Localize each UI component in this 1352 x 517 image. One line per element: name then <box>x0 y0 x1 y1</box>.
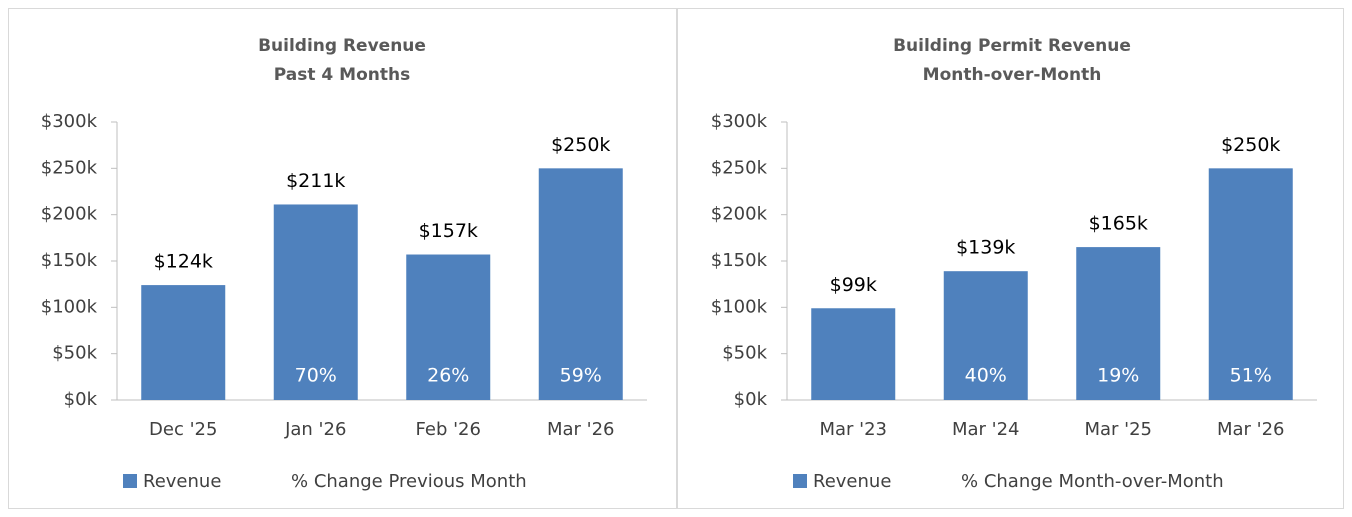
percent-label: 19% <box>1097 365 1139 387</box>
y-tick-label: $0k <box>734 389 768 410</box>
x-tick-label: Mar '26 <box>1217 419 1285 440</box>
legend-label: Revenue <box>813 471 891 492</box>
bar <box>1076 247 1161 400</box>
y-tick-label: $100k <box>41 296 98 317</box>
legend-swatch <box>793 474 807 488</box>
bar <box>406 254 491 400</box>
value-label: $250k <box>1221 134 1280 156</box>
y-tick-label: $100k <box>711 296 768 317</box>
y-tick-label: $200k <box>41 204 98 225</box>
percent-label: 40% <box>965 365 1007 387</box>
legend-label: % Change Previous Month <box>291 471 527 492</box>
y-tick-label: $150k <box>711 250 768 271</box>
legend-label: % Change Month-over-Month <box>961 471 1224 492</box>
x-tick-label: Jan '26 <box>284 419 346 440</box>
x-tick-label: Mar '26 <box>547 419 615 440</box>
legend-swatch <box>123 474 137 488</box>
chart-subtitle: Month-over-Month <box>923 65 1102 85</box>
y-tick-label: $300k <box>41 111 98 132</box>
bar <box>811 308 896 400</box>
chart-title: Building Permit Revenue <box>893 36 1131 56</box>
bar <box>538 168 623 400</box>
x-tick-label: Mar '24 <box>952 419 1020 440</box>
chart-subtitle: Past 4 Months <box>274 65 410 85</box>
y-tick-label: $150k <box>41 250 98 271</box>
value-label: $157k <box>419 220 478 242</box>
percent-label: 59% <box>560 365 602 387</box>
x-tick-label: Mar '23 <box>819 419 887 440</box>
y-tick-label: $50k <box>52 343 97 364</box>
value-label: $124k <box>154 251 213 273</box>
y-tick-label: $200k <box>711 204 768 225</box>
bar <box>1208 168 1293 400</box>
legend-label: Revenue <box>143 471 221 492</box>
y-tick-label: $300k <box>711 111 768 132</box>
percent-label: 51% <box>1230 365 1272 387</box>
bar <box>141 285 226 400</box>
y-tick-label: $0k <box>64 389 98 410</box>
x-tick-label: Feb '26 <box>416 419 481 440</box>
value-label: $99k <box>830 274 877 296</box>
value-label: $165k <box>1089 213 1148 235</box>
percent-label: 26% <box>427 365 469 387</box>
panel-right <box>677 8 1344 509</box>
percent-label: 70% <box>295 365 337 387</box>
y-tick-label: $50k <box>722 343 767 364</box>
value-label: $211k <box>286 170 345 192</box>
y-tick-label: $250k <box>711 157 768 178</box>
chart-title: Building Revenue <box>258 36 426 56</box>
bar <box>273 204 358 400</box>
bar <box>943 271 1028 400</box>
value-label: $250k <box>551 134 610 156</box>
panel-left <box>8 8 677 509</box>
y-tick-label: $250k <box>41 157 98 178</box>
x-tick-label: Mar '25 <box>1084 419 1152 440</box>
value-label: $139k <box>956 237 1015 259</box>
x-tick-label: Dec '25 <box>149 419 217 440</box>
